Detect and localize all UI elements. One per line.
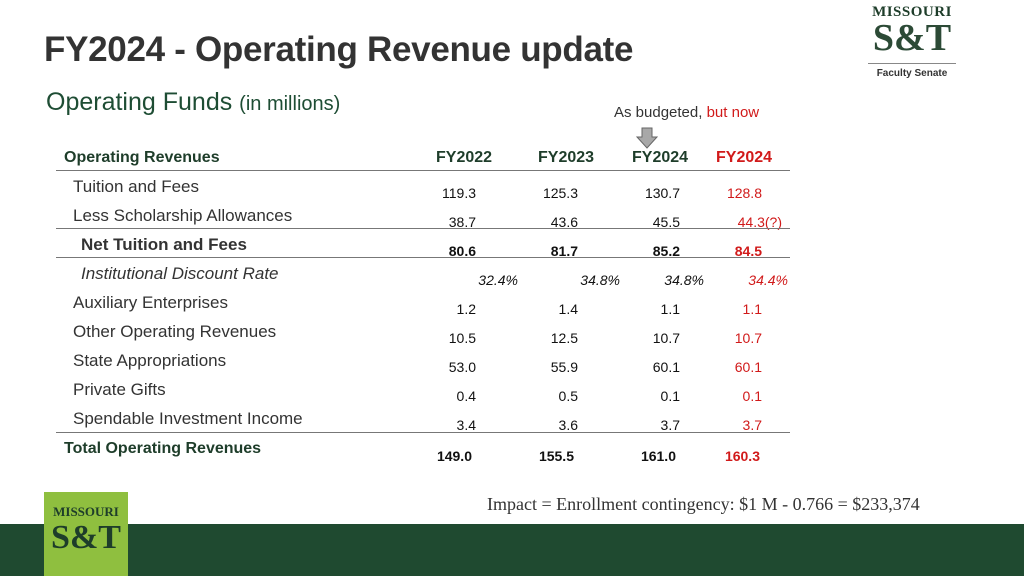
logo-monogram: S&T bbox=[51, 519, 121, 556]
university-logo: MISSOURI S&T bbox=[44, 492, 128, 576]
cell-fy2022: 119.3 bbox=[442, 185, 476, 201]
cell-fy2024-current: 0.1 bbox=[742, 388, 762, 404]
header-label: Operating Revenues bbox=[64, 149, 220, 166]
table-row: Less Scholarship Allowances 38.7 43.6 45… bbox=[56, 206, 790, 235]
cell-fy2023: 81.7 bbox=[550, 243, 578, 259]
cell-fy2024-current: 3.7 bbox=[742, 417, 762, 433]
cell-fy2022: 0.4 bbox=[456, 388, 476, 404]
slide-subtitle: Operating Funds (in millions) bbox=[46, 88, 340, 117]
footer-bar bbox=[0, 524, 1024, 576]
cell-fy2024-budgeted: 161.0 bbox=[640, 448, 676, 464]
cell-fy2024-current: 84.5 bbox=[734, 243, 762, 259]
cell-fy2024-current: 60.1 bbox=[734, 359, 762, 375]
cell-fy2024-current: 34.4% bbox=[748, 272, 788, 288]
cell-fy2022: 32.4% bbox=[478, 272, 518, 288]
cell-fy2024-current: 128.8 bbox=[726, 185, 762, 201]
header-fy2022: FY2022 bbox=[436, 149, 493, 166]
subtitle-unit: (in millions) bbox=[239, 93, 341, 115]
cell-fy2024-current: 10.7 bbox=[734, 330, 762, 346]
row-rule bbox=[56, 257, 790, 258]
header-rule bbox=[56, 170, 790, 171]
row-label: Total Operating Revenues bbox=[64, 440, 262, 457]
header-fy2024-budgeted: FY2024 bbox=[632, 149, 689, 166]
cell-fy2023: 34.8% bbox=[580, 272, 620, 288]
cell-fy2024-budgeted: 1.1 bbox=[660, 301, 680, 317]
row-label: State Appropriations bbox=[73, 351, 227, 370]
row-label: Private Gifts bbox=[73, 380, 166, 399]
down-arrow-icon bbox=[636, 127, 658, 149]
cell-fy2024-budgeted: 45.5 bbox=[652, 214, 680, 230]
cell-fy2022: 1.2 bbox=[456, 301, 476, 317]
logo-divider bbox=[868, 63, 956, 64]
cell-fy2023: 125.3 bbox=[542, 185, 578, 201]
cell-fy2023: 155.5 bbox=[538, 448, 574, 464]
cell-fy2022: 3.4 bbox=[456, 417, 476, 433]
logo-monogram: S&T bbox=[872, 17, 952, 59]
slide-title: FY2024 - Operating Revenue update bbox=[44, 30, 634, 69]
row-label: Spendable Investment Income bbox=[73, 409, 303, 428]
cell-fy2024-budgeted: 34.8% bbox=[664, 272, 704, 288]
cell-fy2023: 43.6 bbox=[550, 214, 578, 230]
cell-fy2022: 80.6 bbox=[448, 243, 476, 259]
logo-wordmark: MISSOURI bbox=[872, 4, 952, 20]
table-row: Net Tuition and Fees 80.6 81.7 85.2 84.5 bbox=[56, 235, 790, 264]
cell-fy2024-budgeted: 10.7 bbox=[652, 330, 680, 346]
faculty-senate-logo: MISSOURI S&T Faculty Senate bbox=[862, 4, 962, 96]
logo-wordmark: MISSOURI bbox=[53, 504, 119, 519]
cell-fy2023: 3.6 bbox=[558, 417, 578, 433]
cell-fy2024-budgeted: 85.2 bbox=[652, 243, 680, 259]
cell-fy2024-budgeted: 130.7 bbox=[644, 185, 680, 201]
row-rule bbox=[56, 228, 790, 229]
cell-fy2024-current: 1.1 bbox=[742, 301, 762, 317]
note-budgeted: As budgeted, bbox=[614, 104, 703, 121]
impact-note: Impact = Enrollment contingency: $1 M - … bbox=[487, 494, 920, 514]
logo-caption: Faculty Senate bbox=[876, 68, 948, 79]
row-label: Other Operating Revenues bbox=[73, 322, 277, 341]
table-row: State Appropriations 53.0 55.9 60.1 60.1 bbox=[56, 351, 790, 380]
cell-fy2024-current: 160.3 bbox=[724, 448, 760, 464]
row-label: Net Tuition and Fees bbox=[81, 235, 247, 254]
row-rule bbox=[56, 432, 790, 433]
cell-fy2024-current: 44.3(?) bbox=[737, 214, 782, 230]
cell-fy2023: 0.5 bbox=[558, 388, 578, 404]
cell-fy2024-budgeted: 60.1 bbox=[652, 359, 680, 375]
table-row: Other Operating Revenues 10.5 12.5 10.7 … bbox=[56, 322, 790, 351]
note-now: but now bbox=[706, 104, 760, 121]
cell-fy2022: 53.0 bbox=[448, 359, 476, 375]
subtitle-main: Operating Funds bbox=[46, 88, 233, 116]
table-row: Tuition and Fees 119.3 125.3 130.7 128.8 bbox=[56, 177, 790, 206]
cell-fy2023: 12.5 bbox=[550, 330, 578, 346]
cell-fy2022: 10.5 bbox=[448, 330, 476, 346]
table-row: Total Operating Revenues 149.0 155.5 161… bbox=[56, 440, 790, 469]
row-label: Tuition and Fees bbox=[73, 177, 199, 196]
table-row: Private Gifts 0.4 0.5 0.1 0.1 bbox=[56, 380, 790, 409]
cell-fy2023: 55.9 bbox=[550, 359, 578, 375]
row-label: Less Scholarship Allowances bbox=[73, 206, 293, 225]
cell-fy2022: 38.7 bbox=[448, 214, 476, 230]
table-row: Spendable Investment Income 3.4 3.6 3.7 … bbox=[56, 409, 790, 438]
cell-fy2023: 1.4 bbox=[558, 301, 578, 317]
cell-fy2022: 149.0 bbox=[436, 448, 472, 464]
header-fy2023: FY2023 bbox=[538, 149, 595, 166]
header-fy2024-current: FY2024 bbox=[716, 149, 773, 166]
row-label: Auxiliary Enterprises bbox=[73, 293, 228, 312]
table-row: Institutional Discount Rate 32.4% 34.8% … bbox=[56, 264, 790, 293]
row-label: Institutional Discount Rate bbox=[81, 264, 279, 283]
budget-note: As budgeted, but now bbox=[614, 104, 759, 121]
cell-fy2024-budgeted: 0.1 bbox=[660, 388, 680, 404]
table-row: Auxiliary Enterprises 1.2 1.4 1.1 1.1 bbox=[56, 293, 790, 322]
cell-fy2024-budgeted: 3.7 bbox=[660, 417, 680, 433]
